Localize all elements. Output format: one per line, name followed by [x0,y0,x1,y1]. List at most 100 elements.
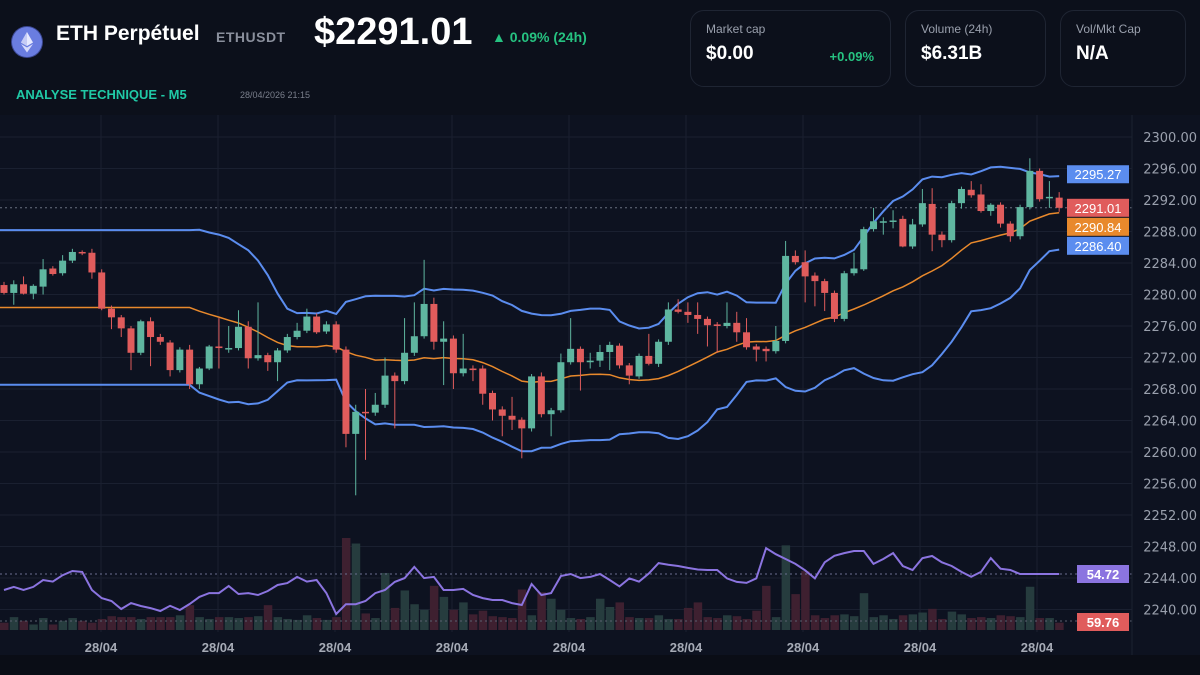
price-tick-label: 2248.00 [1143,541,1197,556]
candle [401,318,409,385]
current-price: $2291.01 [314,11,473,53]
candle [909,218,917,249]
candle-body [20,284,28,294]
candle [723,302,731,329]
candle [977,184,985,213]
volume-bar [576,618,585,630]
candle [127,326,135,371]
bollinger-lower-line [0,248,1060,453]
candle-body [870,221,878,230]
candle [88,248,96,279]
candle [547,407,555,437]
volume-bar [644,618,654,630]
candle [1016,204,1024,240]
volume-bar [654,615,664,630]
candle [1055,192,1063,212]
candle [967,181,975,198]
volume-bar [859,593,869,630]
candle-body [420,303,428,337]
candle-body [762,348,770,352]
candle [616,343,624,369]
candle [928,188,936,252]
candle-body [1016,207,1024,237]
candle [78,250,86,256]
candle [371,392,379,416]
candle-body [860,229,868,270]
candle-body [547,410,555,415]
volume-bar [527,615,537,630]
candle-body [137,321,145,353]
candle [528,374,536,432]
candle-body [694,314,702,319]
candle-body [342,349,350,434]
price-axis[interactable]: 2300.00 2296.00 2292.00 2288.00 2284.00 2280.… [1131,115,1197,655]
candle [352,404,360,496]
candle [743,318,751,350]
volume-bar [556,609,566,630]
volume-bar [107,616,116,630]
candle-body [664,309,672,342]
volume-bar [205,618,214,630]
candle [303,308,311,334]
candle [332,321,340,353]
candle [987,203,995,216]
candle-body [303,316,311,331]
volume-bar [840,614,849,630]
candle-body [655,341,663,364]
candle [840,270,848,322]
candle-body [821,281,829,293]
price-tick-label: 2276.00 [1143,320,1197,335]
volume-bar [908,614,918,630]
candle-body [498,409,506,416]
candle [870,207,878,232]
candle-body [264,355,272,363]
volume-bar [371,618,380,630]
candle-body [29,285,37,294]
candle [10,280,18,305]
candle-body [997,204,1005,224]
candle [830,290,838,323]
volume-bar [732,616,742,630]
candle [440,321,448,386]
candle [234,310,242,351]
candle [645,333,653,366]
candle-body [107,308,115,318]
header: ETH Perpétuel ETHUSDT $2291.01 ▲ 0.09% (… [0,0,1200,115]
candle [225,326,233,353]
candle [264,352,272,371]
candle [283,333,291,353]
candle-body [616,345,624,366]
ethereum-icon [12,27,42,57]
candle [635,353,643,379]
volume-bar [869,617,879,630]
volume-bar [117,617,126,630]
analysis-label: ANALYSE TECHNIQUE - M5 [16,87,187,102]
candle-body [528,376,536,429]
candle-body [811,275,819,282]
volume-bar [312,618,322,630]
candle [879,217,887,235]
volume-bar [234,618,243,630]
candle-body [59,260,67,274]
price-marker-0 [1067,165,1129,184]
card-value: $6.31B [921,43,983,64]
candle-body [195,368,203,385]
price-tick-label: 2268.00 [1143,383,1197,398]
card-change: +0.09% [829,49,874,64]
volume-bar [508,618,517,630]
time-axis[interactable]: 28/04 28/04 28/04 28/04 28/04 28/04 28/04 28/04… [85,640,1054,655]
candle-body [684,311,692,315]
candle [782,240,790,344]
candle [918,188,926,227]
candle [391,372,399,429]
candle-body [147,321,155,338]
card-label: Vol/Mkt Cap [1076,22,1141,36]
volume-bar [722,615,732,630]
candle [762,346,770,362]
price-tick-label: 2280.00 [1143,289,1197,304]
candle [625,363,633,385]
volume-bar [400,590,410,630]
card-label: Volume (24h) [921,22,993,36]
price-marker-label: 2291.01 [1075,201,1122,216]
